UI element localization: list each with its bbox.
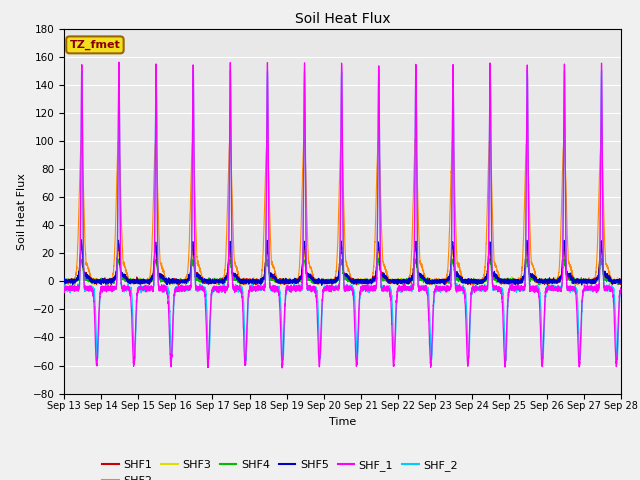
X-axis label: Time: Time bbox=[329, 417, 356, 427]
Legend: SHF1, SHF2, SHF3, SHF4, SHF5, SHF_1, SHF_2: SHF1, SHF2, SHF3, SHF4, SHF5, SHF_1, SHF… bbox=[97, 456, 462, 480]
Y-axis label: Soil Heat Flux: Soil Heat Flux bbox=[17, 173, 27, 250]
Text: TZ_fmet: TZ_fmet bbox=[70, 40, 120, 50]
Title: Soil Heat Flux: Soil Heat Flux bbox=[294, 12, 390, 26]
